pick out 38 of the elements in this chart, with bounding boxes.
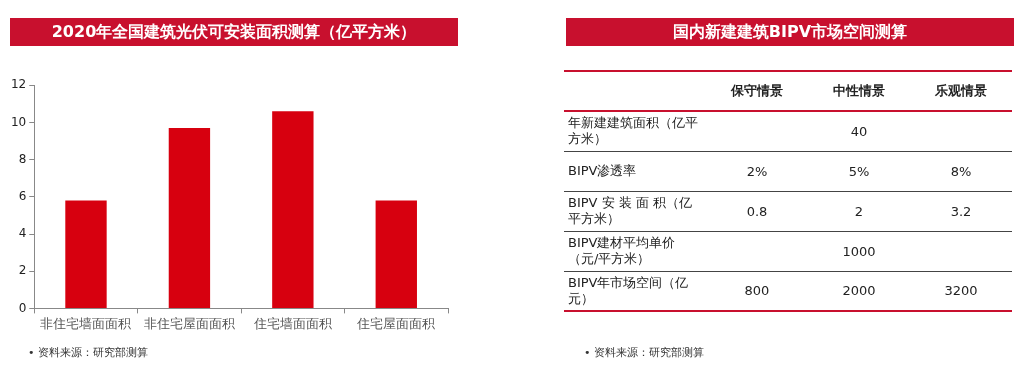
chart-title: 2020年全国建筑光伏可安装面积测算（亿平方米） (10, 18, 458, 46)
x-tick-label: 非住宅墙面面积 (40, 315, 132, 331)
category-label: 乐观情景 (935, 83, 987, 98)
category-label: 保守情景 (731, 83, 783, 98)
text: 2 (854, 203, 864, 219)
text: 800 (744, 283, 770, 299)
text: • 资料来源：研究部测算 (584, 345, 704, 360)
y-tick-label: 8 (18, 151, 27, 166)
x-tick-label: 住宅墙面面积 (252, 315, 332, 331)
x-tick-label: 非住宅屋面面积 (143, 315, 235, 331)
bar (375, 200, 417, 308)
text: 40 (850, 123, 868, 139)
text: 2% (746, 163, 768, 179)
text: 2000 (842, 283, 876, 299)
text: 0.8 (746, 203, 768, 219)
text: 5% (848, 163, 870, 179)
y-tick-label: 6 (18, 188, 27, 203)
text: 国内新建建筑BIPV市场空间测算 (566, 18, 1014, 46)
text: • 资料来源：研究部测算 (28, 345, 148, 360)
text: 3.2 (950, 203, 972, 219)
category-label: 中性情景 (833, 83, 885, 98)
text: 3200 (944, 283, 978, 299)
category-label: BIPV渗透率 (568, 163, 637, 178)
category-label: BIPV 安 装 面 积（亿平方米） (568, 195, 693, 226)
text: 8% (950, 163, 972, 179)
bar (272, 111, 314, 308)
y-tick-label: 10 (10, 114, 27, 129)
x-tick-label: 住宅屋面面积 (356, 315, 436, 331)
y-tick-label: 4 (18, 226, 27, 241)
bar (168, 127, 211, 308)
text: 1000 (842, 243, 876, 259)
y-tick-label: 2 (18, 263, 27, 278)
bar (65, 200, 107, 308)
category-label: 年新建建筑面积（亿平方米） (568, 115, 698, 147)
category-label: BIPV建材平均单价（元/平方米） (568, 235, 676, 266)
category-label: BIPV年市场空间（亿元） (568, 274, 689, 306)
y-tick-label: 0 (18, 300, 27, 315)
y-tick-label: 12 (10, 77, 27, 92)
